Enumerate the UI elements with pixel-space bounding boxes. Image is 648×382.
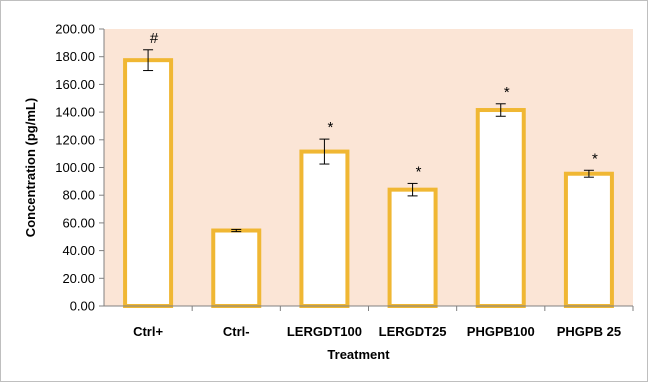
- category-label: LERGDT100: [287, 324, 362, 339]
- x-axis-title: Treatment: [327, 347, 390, 362]
- plot-area: [104, 29, 633, 306]
- y-tick-label: 80.00: [62, 188, 95, 203]
- significance-marker: *: [327, 119, 333, 136]
- y-tick-label: 120.00: [55, 132, 95, 147]
- significance-marker: *: [416, 163, 422, 180]
- y-tick-label: 200.00: [55, 22, 95, 37]
- category-label: Ctrl-: [223, 324, 250, 339]
- y-tick-label: 160.00: [55, 77, 95, 92]
- category-labels: Ctrl+ Ctrl- LERGDT100 LERGDT25 PHGPB100 PHGPB…: [133, 306, 634, 339]
- y-axis-title: Concentration (pg/mL): [23, 98, 38, 237]
- y-tick-label: 20.00: [62, 271, 95, 286]
- category-label: LERGDT25: [379, 324, 447, 339]
- y-tick-label: 0.00: [70, 299, 95, 314]
- y-tick-label: 100.00: [55, 160, 95, 175]
- y-axis-ticks: 0.00 20.00 40.00 60.00 80.00 100.00 120.00 140.…: [55, 22, 104, 314]
- bar: [211, 228, 262, 308]
- bar: [475, 108, 526, 308]
- y-tick-label: 40.00: [62, 243, 95, 258]
- significance-marker: *: [504, 84, 510, 101]
- significance-marker: *: [592, 150, 598, 167]
- significance-marker: #: [150, 30, 159, 47]
- y-tick-label: 180.00: [55, 49, 95, 64]
- category-label: PHGPB100: [467, 324, 535, 339]
- y-tick-label: 60.00: [62, 215, 95, 230]
- bar: [387, 187, 438, 308]
- y-tick-label: 140.00: [55, 105, 95, 120]
- bar: [563, 171, 614, 308]
- bar: [299, 149, 350, 308]
- category-label: Ctrl+: [133, 324, 163, 339]
- bar: [123, 58, 174, 308]
- category-label: PHGPB 25: [557, 324, 621, 339]
